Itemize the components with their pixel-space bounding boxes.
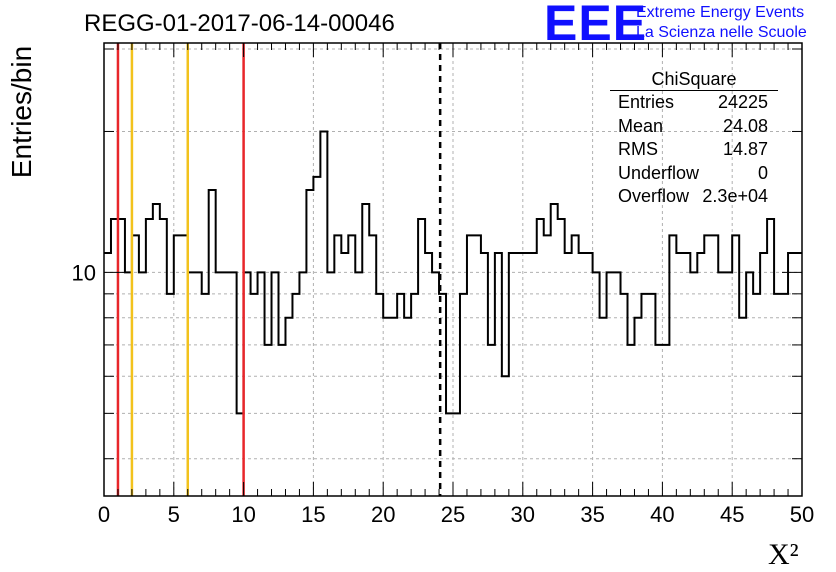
stats-row-overflow: Overflow 2.3e+04 bbox=[610, 185, 778, 209]
stats-value: 24225 bbox=[717, 92, 768, 112]
stats-value: 24.08 bbox=[722, 115, 768, 136]
eee-logo: EEE bbox=[544, 0, 648, 51]
x-tick-label: 10 bbox=[231, 502, 255, 527]
x-tick-label: 40 bbox=[650, 502, 674, 527]
stats-row-mean: Mean 24.08 bbox=[610, 115, 778, 139]
x-tick-label: 5 bbox=[168, 502, 180, 527]
x-tick-label: 15 bbox=[301, 502, 325, 527]
stats-key: Mean bbox=[618, 115, 664, 136]
logo-caption-line2: La Scienza nelle Scuole bbox=[636, 24, 807, 41]
stats-box-title: ChiSquare bbox=[610, 68, 778, 91]
stats-row-underflow: Underflow 0 bbox=[610, 162, 778, 186]
stats-value: 0 bbox=[757, 162, 768, 183]
stats-box: ChiSquare Entries 24225 Mean 24.08 RMS 1… bbox=[610, 68, 778, 209]
x-tick-label: 45 bbox=[720, 502, 744, 527]
stats-key: RMS bbox=[618, 139, 658, 159]
logo-caption: Extreme Energy Events La Scienza nelle S… bbox=[636, 3, 807, 43]
stats-key: Entries bbox=[618, 92, 675, 112]
x-axis-label: X² bbox=[768, 538, 799, 571]
plot-title: REGG-01-2017-06-14-00046 bbox=[84, 10, 395, 37]
stats-value: 14.87 bbox=[722, 139, 768, 159]
x-tick-label: 50 bbox=[790, 502, 814, 527]
logo-caption-line1: Extreme Energy Events bbox=[636, 4, 805, 21]
y-tick-label: 10 bbox=[72, 260, 96, 285]
histogram-steps bbox=[104, 130, 802, 415]
x-tick-label: 0 bbox=[98, 502, 110, 527]
stats-key: Underflow bbox=[618, 162, 700, 183]
x-tick-label: 30 bbox=[511, 502, 535, 527]
x-tick-label: 25 bbox=[441, 502, 465, 527]
x-tick-label: 35 bbox=[580, 502, 604, 527]
x-tick-label: 20 bbox=[371, 502, 395, 527]
stats-row-rms: RMS 14.87 bbox=[610, 138, 778, 162]
stats-key: Overflow bbox=[618, 186, 690, 206]
stats-value: 2.3e+04 bbox=[702, 186, 768, 206]
y-axis-label: Entries/bin bbox=[6, 45, 37, 179]
stats-row-entries: Entries 24225 bbox=[610, 91, 778, 115]
